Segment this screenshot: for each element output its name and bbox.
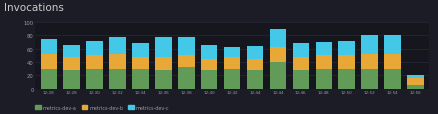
Bar: [178, 37, 194, 56]
Bar: [247, 60, 263, 70]
Bar: [178, 56, 194, 68]
Bar: [270, 48, 286, 62]
Bar: [110, 54, 126, 69]
Bar: [247, 70, 263, 89]
Bar: [41, 54, 57, 69]
Bar: [270, 29, 286, 48]
Bar: [86, 56, 103, 69]
Bar: [270, 62, 286, 89]
Bar: [224, 48, 240, 57]
Text: Invocations: Invocations: [4, 3, 64, 13]
Bar: [315, 56, 332, 69]
Bar: [315, 69, 332, 89]
Bar: [293, 70, 309, 89]
Bar: [384, 54, 401, 69]
Bar: [155, 37, 172, 57]
Bar: [247, 47, 263, 60]
Bar: [224, 69, 240, 89]
Bar: [361, 69, 378, 89]
Bar: [293, 44, 309, 57]
Bar: [384, 36, 401, 54]
Bar: [41, 40, 57, 54]
Bar: [293, 57, 309, 70]
Bar: [132, 69, 149, 89]
Bar: [132, 44, 149, 57]
Bar: [407, 78, 424, 85]
Bar: [110, 37, 126, 54]
Bar: [361, 54, 378, 69]
Bar: [64, 57, 80, 70]
Bar: [132, 57, 149, 69]
Bar: [407, 85, 424, 89]
Bar: [178, 68, 194, 89]
Bar: [201, 60, 218, 70]
Bar: [110, 69, 126, 89]
Bar: [361, 36, 378, 54]
Bar: [86, 69, 103, 89]
Legend: metrics-dev-a, metrics-dev-b, metrics-dev-c: metrics-dev-a, metrics-dev-b, metrics-de…: [33, 103, 171, 112]
Bar: [155, 57, 172, 70]
Bar: [64, 70, 80, 89]
Bar: [315, 43, 332, 56]
Bar: [384, 69, 401, 89]
Bar: [155, 70, 172, 89]
Bar: [339, 69, 355, 89]
Bar: [407, 76, 424, 78]
Bar: [339, 56, 355, 69]
Bar: [339, 41, 355, 56]
Bar: [201, 70, 218, 89]
Bar: [201, 45, 218, 60]
Bar: [86, 41, 103, 56]
Bar: [224, 57, 240, 69]
Bar: [64, 45, 80, 57]
Bar: [41, 69, 57, 89]
